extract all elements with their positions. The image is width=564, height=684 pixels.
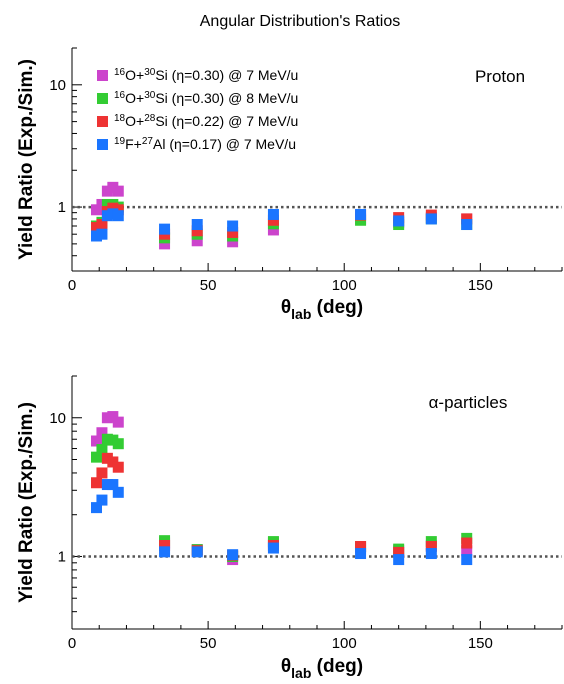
- data-point: [107, 479, 119, 491]
- legend-label: 19F+27Al (η=0.17) @ 7 MeV/u: [114, 136, 296, 152]
- x-tick-label: 100: [332, 635, 357, 652]
- legend-marker: [97, 70, 108, 81]
- data-point: [227, 220, 239, 232]
- legend-entry: 16O+30Si (η=0.30) @ 7 MeV/u: [97, 67, 298, 83]
- data-point: [461, 213, 473, 225]
- data-point: [355, 540, 367, 552]
- data-series: [91, 479, 473, 566]
- data-point: [91, 502, 102, 514]
- data-point: [159, 546, 171, 558]
- data-point: [191, 546, 203, 558]
- data-point: [96, 427, 108, 439]
- x-tick-label: 0: [68, 635, 76, 652]
- legend-entry: 18O+28Si (η=0.22) @ 7 MeV/u: [97, 113, 298, 129]
- data-point: [227, 236, 239, 248]
- figure-title: Angular Distribution's Ratios: [200, 13, 400, 30]
- data-point: [96, 228, 108, 240]
- data-series: [91, 208, 473, 242]
- legend-entry: 19F+27Al (η=0.17) @ 7 MeV/u: [97, 136, 296, 152]
- data-point: [91, 477, 102, 489]
- data-point: [159, 539, 171, 551]
- data-point: [112, 438, 124, 450]
- legend: 16O+30Si (η=0.30) @ 7 MeV/u 16O+30Si (η=0…: [97, 67, 298, 152]
- data-point: [112, 210, 124, 222]
- data-point: [355, 208, 367, 220]
- data-point: [425, 548, 437, 560]
- data-point: [425, 540, 437, 552]
- panel-label: Proton: [475, 67, 525, 86]
- data-point: [393, 554, 405, 566]
- data-point: [267, 208, 279, 220]
- legend-marker: [97, 139, 108, 150]
- data-point: [159, 238, 171, 250]
- data-point: [159, 223, 171, 235]
- legend-label: 16O+30Si (η=0.30) @ 8 MeV/u: [114, 90, 298, 106]
- data-point: [355, 548, 367, 560]
- data-point: [393, 546, 405, 558]
- y-axis-label: Yield Ratio (Exp./Sim.): [16, 402, 37, 603]
- y-tick-label: 10: [49, 77, 66, 94]
- legend-marker: [97, 116, 108, 127]
- data-point: [461, 537, 473, 549]
- data-point: [112, 461, 124, 473]
- x-axis-label: θlab (deg): [281, 656, 363, 681]
- data-point: [96, 494, 108, 506]
- data-point: [227, 226, 239, 238]
- y-tick-label: 10: [49, 410, 66, 427]
- x-tick-label: 100: [332, 277, 357, 294]
- y-tick-label: 1: [58, 199, 66, 216]
- data-point: [191, 235, 203, 247]
- x-tick-label: 150: [468, 277, 493, 294]
- x-tick-label: 50: [200, 277, 217, 294]
- data-point: [191, 219, 203, 231]
- data-point: [461, 219, 473, 231]
- data-point: [107, 411, 119, 423]
- alpha-panel: 0 50 100 150 1 10 θlab (deg) Yield Ratio (Exp./…: [16, 375, 563, 681]
- data-point: [96, 444, 108, 456]
- x-tick-label: 0: [68, 277, 76, 294]
- legend-label: 18O+28Si (η=0.22) @ 7 MeV/u: [114, 113, 298, 129]
- data-point: [267, 542, 279, 554]
- x-tick-label: 150: [468, 635, 493, 652]
- legend-marker: [97, 93, 108, 104]
- legend-entry: 16O+30Si (η=0.30) @ 8 MeV/u: [97, 90, 298, 106]
- data-point: [267, 224, 279, 236]
- legend-label: 16O+30Si (η=0.30) @ 7 MeV/u: [114, 67, 298, 83]
- y-tick-label: 1: [58, 548, 66, 565]
- data-point: [267, 214, 279, 226]
- proton-panel: 0 50 100 150 1 10 θlab (deg) Yield Ratio (Exp./…: [16, 47, 563, 322]
- y-axis-label: Yield Ratio (Exp./Sim.): [16, 59, 37, 260]
- panel-label: α-particles: [429, 393, 508, 412]
- data-point: [191, 225, 203, 237]
- x-axis-label: θlab (deg): [281, 297, 363, 322]
- data-point: [96, 219, 108, 231]
- data-point: [91, 435, 102, 447]
- data-point: [112, 486, 124, 498]
- x-tick-label: 50: [200, 635, 217, 652]
- data-point: [96, 467, 108, 479]
- data-point: [91, 451, 102, 463]
- data-point: [461, 545, 473, 557]
- data-point: [425, 213, 437, 225]
- data-point: [227, 549, 239, 561]
- data-point: [461, 554, 473, 566]
- data-point: [393, 215, 405, 227]
- data-point: [112, 185, 124, 197]
- data-point: [112, 416, 124, 428]
